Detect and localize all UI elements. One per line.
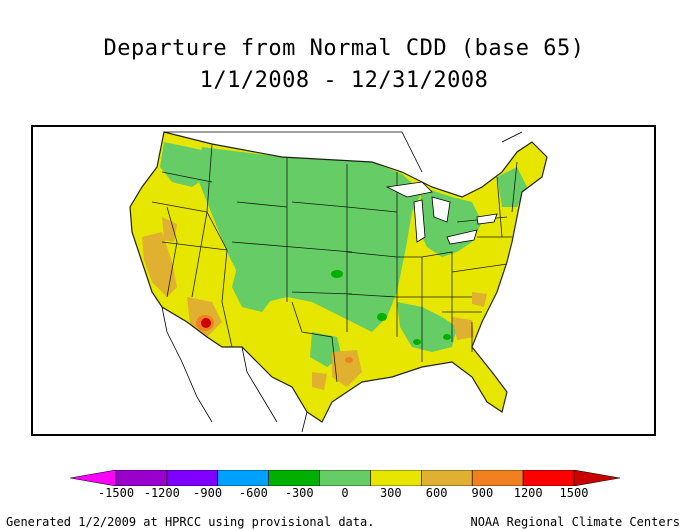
legend-tick-label: -600: [238, 486, 268, 500]
green-region-northeast: [497, 167, 527, 207]
green-region-southeast: [397, 302, 457, 352]
light-orange-georgia: [452, 317, 474, 340]
legend-color-box: [522, 470, 575, 486]
green-region-rockies: [232, 267, 277, 312]
state-boundaries: [129, 131, 548, 423]
legend-tick-label: 1500: [559, 486, 589, 500]
generated-note: Generated 1/2/2009 at HPRCC using provis…: [6, 515, 375, 529]
light-orange-carolina: [472, 292, 487, 307]
light-orange-south-texas: [312, 372, 327, 390]
dark-green-spot-mo: [377, 313, 387, 321]
legend-color-box: [166, 470, 219, 486]
legend-color-box: [319, 470, 371, 486]
legend-color-box: [421, 470, 473, 486]
legend-color-box: [471, 470, 524, 486]
canada-border: [164, 131, 523, 173]
legend-tick-label: -300: [284, 486, 314, 500]
light-orange-nevada: [162, 217, 177, 242]
legend-tick-label: 900: [471, 486, 494, 500]
legend-tick-label: 1200: [513, 486, 543, 500]
date-range: 1/1/2008 - 12/31/2008: [199, 68, 489, 93]
source-credit: NOAA Regional Climate Centers: [470, 515, 680, 529]
great-lakes: [385, 181, 498, 245]
dark-green-spot-ga: [443, 334, 451, 340]
legend-tick-label: 600: [425, 486, 448, 500]
legend-color-box: [268, 470, 320, 486]
legend-tick-label: -1200: [143, 486, 180, 500]
legend-arrow-high: [573, 470, 620, 486]
legend-tick-label: -900: [193, 486, 223, 500]
legend-color-box: [115, 470, 168, 486]
map-panel: [31, 125, 656, 436]
red-hotspot-arizona: [201, 318, 211, 328]
us-cdd-departure-map: [129, 131, 548, 433]
dark-green-spot-ms: [413, 339, 421, 345]
legend-tick-label: 0: [341, 486, 349, 500]
mexico-outline: [161, 306, 308, 433]
color-scale-legend: [70, 470, 620, 486]
orange-spot-texas: [345, 357, 353, 363]
legend-tick-label: -1500: [97, 486, 135, 500]
light-orange-california: [142, 232, 177, 297]
light-orange-texas: [332, 350, 362, 387]
legend-tick-label: 300: [379, 486, 402, 500]
green-region-northwest: [160, 142, 207, 187]
legend-color-box: [370, 470, 422, 486]
map-title: Departure from Normal CDD (base 65): [103, 36, 585, 61]
dark-green-spot-ks: [331, 270, 343, 278]
legend-color-box: [217, 470, 269, 486]
legend-arrow-low: [70, 470, 117, 486]
